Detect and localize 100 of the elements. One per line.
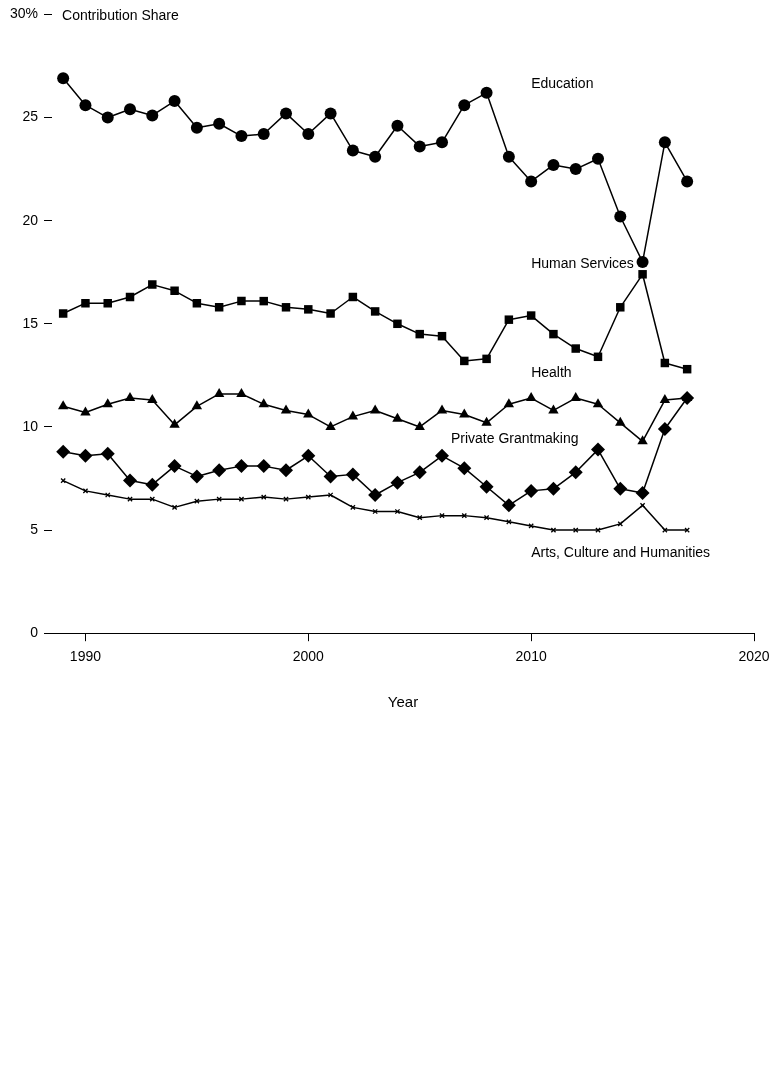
point bbox=[638, 270, 647, 279]
point bbox=[568, 465, 583, 480]
point bbox=[302, 128, 315, 141]
point bbox=[234, 459, 249, 474]
point bbox=[281, 303, 291, 312]
point bbox=[547, 158, 560, 171]
point bbox=[481, 416, 492, 426]
point bbox=[100, 446, 115, 461]
point bbox=[237, 296, 246, 306]
point bbox=[413, 140, 426, 153]
point bbox=[325, 420, 336, 430]
point bbox=[390, 475, 405, 490]
point bbox=[436, 404, 448, 414]
point bbox=[169, 418, 180, 428]
point bbox=[235, 130, 248, 143]
point bbox=[548, 404, 559, 414]
point bbox=[78, 448, 93, 463]
y-tick-label: 10 bbox=[22, 417, 39, 434]
point bbox=[681, 175, 694, 188]
y-axis-title: Contribution Share bbox=[62, 7, 179, 24]
point bbox=[146, 109, 159, 122]
point bbox=[305, 494, 312, 500]
y-tick-label: 25 bbox=[22, 108, 39, 125]
point bbox=[256, 459, 271, 474]
point bbox=[123, 473, 138, 488]
point bbox=[662, 527, 668, 533]
point bbox=[369, 150, 382, 163]
point bbox=[461, 512, 468, 519]
y-tick-label: 30% bbox=[9, 5, 39, 22]
point bbox=[569, 163, 582, 176]
point bbox=[326, 309, 335, 318]
point bbox=[460, 356, 469, 366]
point bbox=[168, 95, 181, 108]
x-axis-title: Year bbox=[387, 693, 419, 711]
point bbox=[591, 442, 606, 457]
point bbox=[659, 394, 671, 404]
point bbox=[592, 152, 605, 165]
point bbox=[102, 398, 113, 408]
point bbox=[482, 354, 491, 364]
series-label: Health bbox=[531, 364, 572, 381]
point bbox=[259, 296, 268, 306]
point bbox=[412, 465, 427, 480]
x-tick-label: 2010 bbox=[515, 648, 547, 665]
point bbox=[436, 136, 449, 149]
y-tick-label: 0 bbox=[30, 624, 39, 641]
x-tick-label: 2000 bbox=[292, 648, 325, 665]
point bbox=[617, 521, 624, 527]
point bbox=[346, 144, 359, 157]
point bbox=[370, 307, 380, 316]
point bbox=[304, 305, 313, 314]
point bbox=[502, 150, 515, 163]
y-tick-label: 15 bbox=[22, 314, 39, 331]
point bbox=[524, 483, 539, 498]
point bbox=[213, 387, 225, 397]
point bbox=[658, 136, 671, 149]
series-label: Private Grantmaking bbox=[450, 430, 579, 447]
point bbox=[103, 298, 112, 308]
point bbox=[526, 311, 536, 320]
point bbox=[415, 329, 424, 339]
point bbox=[571, 344, 580, 353]
point bbox=[167, 459, 182, 474]
point bbox=[525, 392, 537, 402]
x-tick-label: 2020 bbox=[738, 648, 770, 665]
point bbox=[549, 329, 558, 339]
point bbox=[303, 408, 314, 418]
point bbox=[616, 303, 625, 312]
point bbox=[190, 121, 203, 134]
point bbox=[57, 400, 69, 410]
point bbox=[435, 448, 450, 463]
point bbox=[458, 99, 471, 112]
point bbox=[657, 422, 672, 436]
point bbox=[483, 514, 490, 521]
point bbox=[101, 111, 114, 124]
point bbox=[347, 410, 359, 420]
point bbox=[148, 280, 157, 289]
series-label: Arts, Culture and Humanities bbox=[531, 543, 711, 560]
point bbox=[613, 481, 628, 496]
point bbox=[127, 496, 133, 502]
point bbox=[459, 408, 470, 418]
point bbox=[147, 394, 158, 404]
point bbox=[457, 461, 472, 476]
point bbox=[58, 309, 68, 318]
point bbox=[324, 107, 337, 120]
point bbox=[504, 315, 514, 324]
y-tick-label: 5 bbox=[30, 520, 39, 537]
point bbox=[260, 494, 267, 500]
point bbox=[81, 298, 90, 308]
point bbox=[635, 485, 650, 500]
point bbox=[503, 398, 515, 408]
point bbox=[79, 99, 92, 112]
point bbox=[214, 303, 224, 312]
point bbox=[392, 412, 403, 422]
point bbox=[572, 527, 579, 533]
point bbox=[345, 467, 360, 482]
point bbox=[57, 72, 70, 85]
point bbox=[639, 502, 646, 509]
point bbox=[479, 479, 494, 494]
point bbox=[258, 398, 269, 408]
point bbox=[480, 86, 493, 99]
y-tick-label: 20 bbox=[22, 211, 39, 228]
